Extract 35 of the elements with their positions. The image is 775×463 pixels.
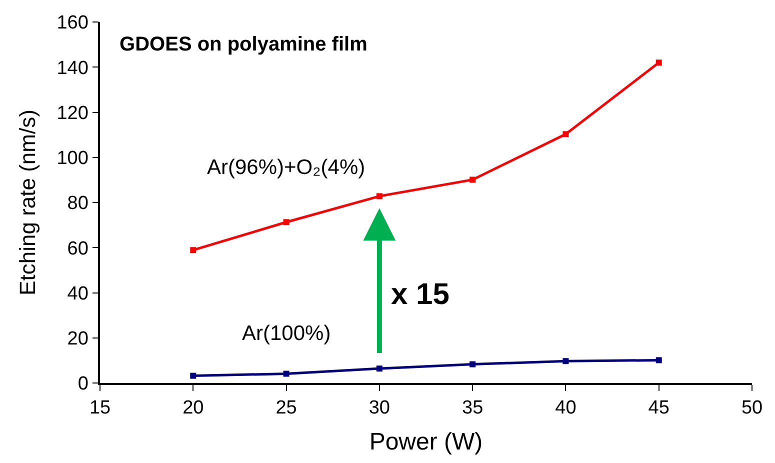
y-tick-label: 160 — [56, 12, 88, 34]
x-tick-label: 45 — [648, 398, 670, 419]
x-tick-label: 20 — [182, 398, 204, 419]
y-tick-label: 60 — [67, 238, 88, 260]
x-tick-label: 35 — [462, 398, 484, 419]
y-tick-label: 120 — [56, 102, 88, 124]
point — [656, 357, 662, 364]
y-axis-title: Etching rate (nm/s) — [15, 110, 40, 296]
series-label: Ar(100%) — [242, 322, 331, 345]
point — [470, 176, 476, 183]
x-tick-label: 50 — [741, 398, 763, 419]
y-tick-label: 20 — [67, 328, 88, 350]
y-tick-label: 40 — [67, 283, 88, 304]
y-tick-label: 100 — [56, 148, 88, 170]
series-label: Ar(96%)+O₂(4%) — [207, 156, 366, 179]
y-tick-label: 80 — [67, 193, 88, 214]
x-tick-label: 30 — [368, 398, 390, 419]
point — [562, 358, 569, 364]
x-tick-label: 40 — [555, 398, 576, 419]
point — [656, 60, 662, 66]
y-tick-label: 140 — [56, 58, 88, 79]
point — [190, 372, 196, 379]
y-tick-label: 0 — [78, 374, 88, 395]
point — [190, 247, 196, 254]
point — [470, 361, 476, 368]
point — [283, 370, 290, 377]
point — [376, 366, 382, 372]
annotation: x 15 — [391, 278, 450, 311]
point — [562, 131, 569, 138]
x-axis-title: Power (W) — [369, 428, 483, 456]
point — [376, 193, 382, 200]
point — [283, 219, 290, 226]
x-tick-label: 25 — [276, 398, 297, 419]
x-tick-label: 15 — [89, 398, 111, 419]
text: GDOES on polyamine film — [120, 33, 368, 56]
